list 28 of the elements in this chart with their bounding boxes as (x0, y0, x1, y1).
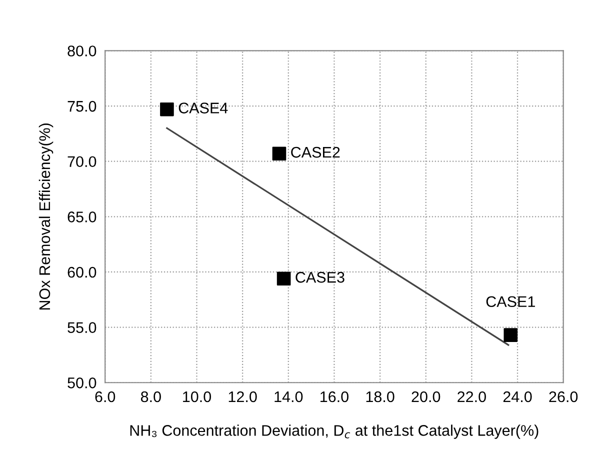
y-tick-label: 60.0 (68, 266, 96, 278)
y-tick-label: 55.0 (68, 322, 96, 333)
x-axis-title: NH₃ Concentration Deviation, D$_{c}$ at the1st Catalyst Layer(%) (130, 424, 538, 439)
y-tick-label: 75.0 (68, 100, 96, 112)
y-axis-title: NOx Removal Efficiency(%) (38, 124, 54, 310)
point (272, 146, 286, 161)
x-tick-label: 10.0 (183, 391, 212, 402)
point (504, 328, 518, 342)
x-tick-label: 6.0 (95, 391, 116, 402)
y-tick-label: 65.0 (68, 212, 96, 222)
x-tick-label: 22.0 (458, 391, 486, 402)
annotation: CASE4 (178, 102, 228, 114)
point (276, 272, 291, 286)
x-tick-label: 18.0 (366, 391, 394, 402)
y-tick-label: 50.0 (68, 378, 96, 388)
y-tick-label: 70.0 (68, 156, 96, 168)
x-tick-label: 12.0 (228, 391, 257, 402)
annotation: CASE3 (296, 272, 344, 283)
point (160, 102, 174, 116)
annotation: CASE1 (486, 296, 535, 308)
y-tick-label: 80.0 (68, 46, 96, 56)
x-tick-label: 20.0 (412, 391, 440, 402)
annotation: CASE2 (291, 146, 340, 158)
x-tick-label: 8.0 (140, 391, 161, 402)
x-tick-label: 14.0 (274, 391, 303, 402)
x-tick-label: 16.0 (320, 391, 348, 402)
x-tick-label: 24.0 (503, 391, 532, 402)
x-tick-label: 26.0 (549, 391, 578, 402)
